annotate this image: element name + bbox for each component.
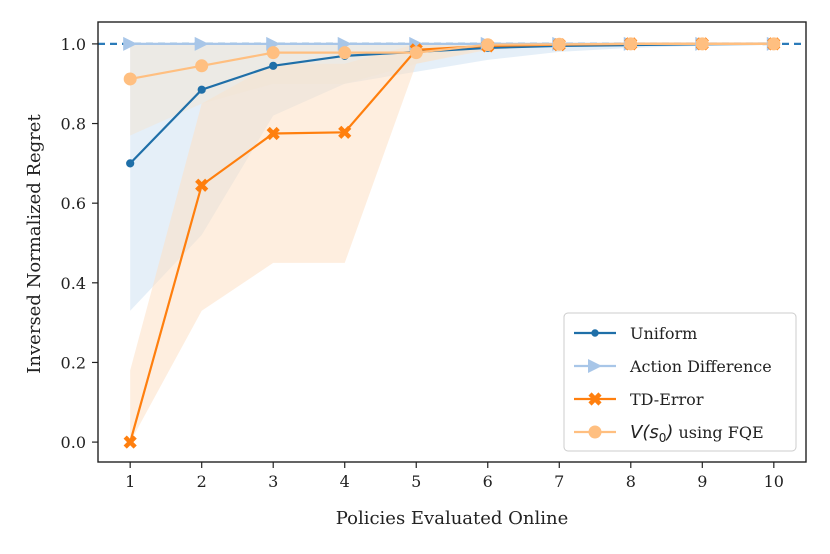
legend-label: Action Difference [629, 357, 772, 376]
x-tick-label: 5 [411, 472, 421, 491]
action-difference-point [123, 36, 138, 51]
v-s0-using-fqe-confidence-band [130, 43, 774, 136]
action-difference-point [194, 36, 209, 51]
confidence-bands [130, 43, 774, 443]
axes: 1 2 3 4 5 6 7 8 9 10 0.0 0.2 0.4 0.6 0.8 1.0 [61, 21, 807, 491]
td-error-confidence-band [130, 43, 774, 443]
legend-marker [588, 392, 602, 406]
x-tick-label: 6 [483, 472, 493, 491]
v-s0-using-fqe-point [695, 37, 709, 51]
v-s0-using-fqe-point [624, 37, 638, 51]
y-tick-label: 0.4 [61, 274, 86, 293]
v-s0-using-fqe-markers [123, 37, 781, 86]
plot-frame [97, 21, 807, 463]
legend-marker [591, 329, 599, 337]
v-s0-using-fqe-point [481, 38, 495, 52]
x-tick-label: 3 [268, 472, 278, 491]
legend-marker [588, 359, 602, 373]
uniform-point [269, 61, 278, 70]
x-tick-label: 10 [764, 472, 784, 491]
td-error-point [195, 178, 209, 192]
legend: Uniform Action Difference TD-Error V(s0) us… [563, 312, 797, 452]
series-markers [123, 36, 781, 449]
td-error-point [266, 126, 280, 141]
y-tick-label: 0.2 [61, 353, 86, 372]
v-s0-using-fqe-point [195, 59, 209, 73]
td-error-point [338, 125, 352, 139]
v-s0-using-fqe-line [129, 42, 774, 81]
x-tick-label: 7 [554, 472, 564, 491]
y-tick-label: 1.0 [61, 35, 86, 54]
v-s0-using-fqe-point [552, 37, 566, 51]
legend-label: V(s0) using FQE [630, 422, 764, 445]
v-s0-using-fqe-point [767, 37, 781, 51]
x-tick-label: 4 [340, 472, 350, 491]
x-tick-label: 1 [125, 472, 135, 491]
x-tick-label: 8 [626, 472, 636, 491]
uniform-point [126, 159, 135, 168]
v-s0-using-fqe-series [129, 42, 774, 81]
legend-entry-action-difference: Action Difference [574, 357, 772, 376]
y-tick-label: 0.8 [61, 115, 86, 134]
legend-entry-uniform: Uniform [574, 324, 697, 343]
legend-box [563, 312, 797, 452]
v-s0-using-fqe-point [266, 46, 280, 60]
y-tick-label: 0.0 [61, 433, 86, 452]
v-s0-using-fqe-point [123, 72, 137, 86]
series-lines [129, 42, 774, 443]
legend-label: Uniform [630, 324, 697, 343]
y-axis-title: Inversed Normalized Regret [24, 114, 45, 374]
v-s0-using-fqe-point [338, 46, 352, 60]
x-tick-label: 2 [197, 472, 207, 491]
v-s0-using-fqe-point [409, 46, 423, 60]
legend-label: TD-Error [630, 390, 704, 409]
legend-entry-v-s0-using-fqe: V(s0) using FQE [574, 422, 764, 445]
legend-marker [588, 425, 602, 439]
td-error-point [123, 435, 137, 449]
legend-entry-td-error: TD-Error [574, 390, 704, 409]
x-tick-label: 9 [697, 472, 707, 491]
x-axis-title: Policies Evaluated Online [336, 508, 569, 529]
uniform-point [197, 85, 206, 94]
y-tick-label: 0.6 [61, 194, 86, 213]
